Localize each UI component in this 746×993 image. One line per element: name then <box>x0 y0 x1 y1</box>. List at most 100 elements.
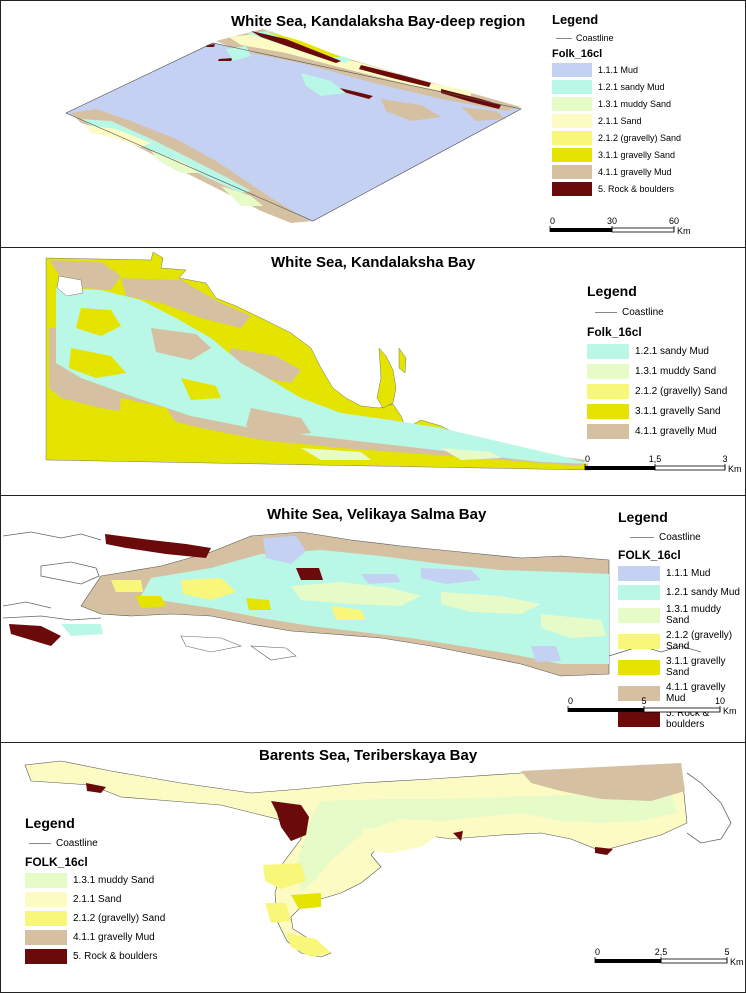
panel-title: White Sea, Velikaya Salma Bay <box>267 506 487 523</box>
coastline-label: Coastline <box>659 532 701 543</box>
map-kandalaksha-deep <box>65 29 522 223</box>
legend: Legend Coastline FOLK_16cl 1.3.1 muddy S… <box>25 815 165 968</box>
legend-swatch-icon <box>618 685 660 701</box>
scale-bar-graphic: 0 1,5 3Km <box>584 454 742 474</box>
legend-item: 1.3.1 muddy Sand <box>25 873 165 888</box>
panel-kandalaksha-deep: White Sea, Kandalaksha Bay-deep region L… <box>0 0 746 249</box>
legend-swatch-icon <box>552 165 592 179</box>
scale-segment-filled <box>568 708 644 712</box>
legend-title: Legend <box>618 509 668 525</box>
legend-swatch-icon <box>618 607 660 623</box>
legend: Legend Coastline Folk_16cl 1.2.1 sandy M… <box>587 283 727 444</box>
legend-item: 4.1.1 gravelly Mud <box>618 682 745 704</box>
legend-item: 2.1.2 (gravelly) Sand <box>618 630 745 652</box>
legend-item: 1.3.1 muddy Sand <box>618 604 745 626</box>
legend-swatch-icon <box>552 63 592 77</box>
legend-item-label: 1.2.1 sandy Mud <box>598 82 665 92</box>
legend-swatch-icon <box>25 949 67 964</box>
scale-bar-graphic: 0 2,5 5Km <box>594 947 744 967</box>
scale-tick-label: 30 <box>607 216 617 226</box>
legend-item-label: 3.1.1 gravelly Sand <box>598 150 676 160</box>
coastline-line-icon <box>29 843 51 844</box>
scale-bar: 0 2,5 5 Km <box>594 946 745 968</box>
legend-item: 1.1.1 Mud <box>618 566 745 581</box>
legend-item-label: 4.1.1 gravelly Mud <box>598 167 672 177</box>
legend-item: 2.1.2 (gravelly) Sand <box>552 131 681 145</box>
scale-tick-label: 5 <box>724 947 729 957</box>
scale-tick-label: 5 <box>641 696 646 706</box>
panel-teriberskaya: Barents Sea, Teriberskaya Bay Legend Coa… <box>0 742 746 993</box>
panel-velikaya-salma: White Sea, Velikaya Salma Bay Legend Coa… <box>0 495 746 744</box>
map-teriberskaya <box>24 760 732 958</box>
legend-item: 3.1.1 gravelly Sand <box>587 404 727 419</box>
panel-title: Barents Sea, Teriberskaya Bay <box>259 747 478 764</box>
scale-unit-label: Km <box>677 226 691 236</box>
legend-item: 4.1.1 gravelly Mud <box>552 165 681 179</box>
legend-item: 2.1.2 (gravelly) Sand <box>587 384 727 399</box>
panel-title: White Sea, Kandalaksha Bay-deep region <box>231 13 526 30</box>
scale-segment-empty <box>654 465 726 471</box>
scale-unit-label: Km <box>728 464 742 474</box>
legend-item: 5. Rock & boulders <box>618 708 745 730</box>
coastline-legend-item: Coastline <box>595 307 727 318</box>
scale-bar: 0 5 10 Km <box>567 695 741 717</box>
legend: Legend Coastline FOLK_16cl 1.1.1 Mud 1.2.… <box>618 509 745 734</box>
coastline-line-icon <box>556 37 572 39</box>
scale-segment-filled <box>550 228 612 232</box>
legend-item: 1.3.1 muddy Sand <box>552 97 681 111</box>
scale-segment-empty <box>611 227 675 233</box>
coastline-label: Coastline <box>622 307 664 318</box>
legend-item-label: 1.2.1 sandy Mud <box>666 587 740 598</box>
legend-swatch-icon <box>552 182 592 196</box>
scale-tick-label: 60 <box>669 216 679 226</box>
legend-items: 1.1.1 Mud 1.2.1 sandy Mud 1.3.1 muddy Sand… <box>552 63 681 196</box>
legend-swatch-icon <box>552 97 592 111</box>
scale-tick-label: 2,5 <box>655 947 668 957</box>
coastline-label: Coastline <box>576 33 614 43</box>
legend-item: 5. Rock & boulders <box>25 949 165 964</box>
legend-item: 1.2.1 sandy Mud <box>587 344 727 359</box>
legend-swatch-icon <box>587 364 629 379</box>
legend-swatch-icon <box>552 80 592 94</box>
legend-swatch-icon <box>552 114 592 128</box>
legend: Legend Coastline Folk_16cl 1.1.1 Mud 1.2.… <box>552 12 681 199</box>
legend-items: 1.2.1 sandy Mud 1.3.1 muddy Sand 2.1.2 (gr… <box>587 344 727 439</box>
scale-tick-label: 3 <box>722 454 727 464</box>
legend-swatch-icon <box>25 930 67 945</box>
legend-item: 4.1.1 gravelly Mud <box>587 424 727 439</box>
legend-swatch-icon <box>25 892 67 907</box>
legend-class-field: Folk_16cl <box>552 48 603 60</box>
panel-title: White Sea, Kandalaksha Bay <box>271 254 476 271</box>
legend-items: 1.1.1 Mud 1.2.1 sandy Mud 1.3.1 muddy Sand… <box>618 566 745 730</box>
scale-segment-filled <box>595 959 661 963</box>
legend-item: 2.1.1 Sand <box>25 892 165 907</box>
legend-item-label: 2.1.1 Sand <box>73 894 122 905</box>
scale-segment-empty <box>643 707 721 713</box>
legend-item-label: 2.1.2 (gravelly) Sand <box>635 386 728 397</box>
legend-item-label: 5. Rock & boulders <box>73 951 158 962</box>
legend-item-label: 2.1.1 Sand <box>598 116 642 126</box>
legend-swatch-icon <box>618 585 660 600</box>
legend-item-label: 2.1.2 (gravelly) Sand <box>666 630 733 652</box>
legend-item: 1.2.1 sandy Mud <box>618 585 745 600</box>
scale-tick-label: 0 <box>568 696 573 706</box>
scale-tick-label: 0 <box>595 947 600 957</box>
legend-item: 1.3.1 muddy Sand <box>587 364 727 379</box>
legend-item-label: 5. Rock & boulders <box>598 184 675 194</box>
legend-item-label: 1.3.1 muddy Sand <box>73 875 155 886</box>
legend-swatch-icon <box>587 404 629 419</box>
scale-bar: 0 30 60 Km <box>549 215 695 237</box>
scale-unit-label: Km <box>730 957 744 967</box>
coastline-legend-item: Coastline <box>29 838 165 849</box>
legend-swatch-icon <box>618 566 660 581</box>
legend-item-label: 2.1.2 (gravelly) Sand <box>598 133 682 143</box>
legend-swatch-icon <box>552 131 592 145</box>
legend-swatch-icon <box>618 633 660 649</box>
scale-tick-label: 1,5 <box>649 454 662 464</box>
legend-item-label: 1.1.1 Mud <box>666 568 711 579</box>
legend-class-field: FOLK_16cl <box>25 855 88 869</box>
legend-title: Legend <box>552 12 599 27</box>
legend-swatch-icon <box>587 344 629 359</box>
legend-item: 3.1.1 gravelly Sand <box>618 656 745 678</box>
